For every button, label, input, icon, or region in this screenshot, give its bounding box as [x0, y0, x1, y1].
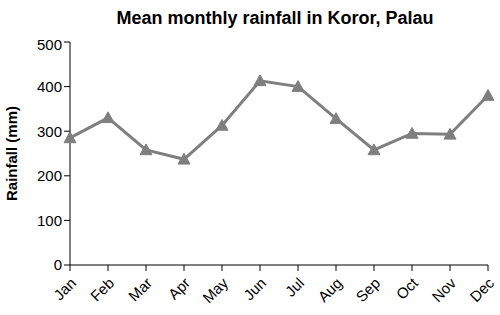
svg-text:Nov: Nov [428, 274, 459, 305]
svg-text:Mar: Mar [125, 274, 155, 304]
svg-text:500: 500 [37, 36, 62, 53]
svg-text:Feb: Feb [87, 274, 117, 304]
svg-text:Oct: Oct [393, 274, 422, 303]
svg-text:Jan: Jan [50, 274, 79, 303]
svg-text:May: May [199, 274, 231, 306]
svg-text:Dec: Dec [466, 274, 492, 305]
svg-text:100: 100 [37, 212, 62, 229]
svg-text:0: 0 [54, 256, 62, 273]
svg-text:Jun: Jun [240, 274, 269, 303]
svg-text:Jul: Jul [282, 274, 308, 300]
svg-text:Aug: Aug [314, 274, 345, 305]
svg-text:300: 300 [37, 123, 62, 140]
svg-text:400: 400 [37, 78, 62, 95]
svg-text:Rainfall (mm): Rainfall (mm) [8, 106, 20, 201]
svg-text:Apr: Apr [165, 274, 194, 303]
html-text:Mean monthly rainfall in Koror: Mean monthly rainfall in Koror, Palau [116, 8, 434, 28]
svg-text:Sep: Sep [352, 274, 383, 305]
svg-text:200: 200 [37, 167, 62, 184]
